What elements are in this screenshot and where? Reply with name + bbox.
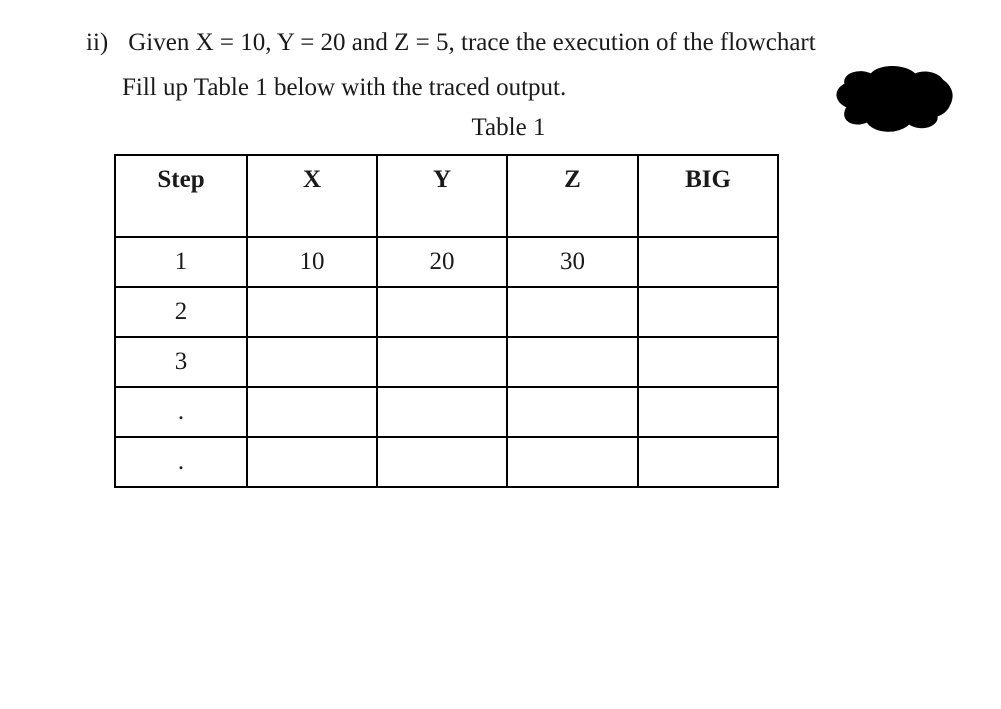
trace-table: Step X Y Z BIG 1 10 20 30 2 [114, 154, 779, 488]
col-header-big: BIG [638, 155, 778, 237]
question-text-1: Given X = 10, Y = 20 and Z = 5, trace th… [128, 29, 815, 56]
col-header-x: X [247, 155, 377, 237]
cell-x: 10 [247, 237, 377, 287]
col-header-step: Step [115, 155, 247, 237]
cell-z [507, 337, 638, 387]
col-header-z: Z [507, 155, 638, 237]
cell-z [507, 387, 638, 437]
cell-y [377, 437, 507, 487]
cell-z: 30 [507, 237, 638, 287]
cell-x [247, 337, 377, 387]
cell-big [638, 237, 778, 287]
question-line-2: Fill up Table 1 below with the traced ou… [86, 69, 931, 108]
cell-big [638, 437, 778, 487]
cell-y [377, 387, 507, 437]
table-row: 2 [115, 287, 778, 337]
cell-z [507, 437, 638, 487]
cell-step: . [115, 387, 247, 437]
question-line-1: ii) Given X = 10, Y = 20 and Z = 5, trac… [86, 24, 931, 63]
table-title: Table 1 [86, 114, 931, 142]
cell-x [247, 287, 377, 337]
cell-y [377, 287, 507, 337]
cell-step: 3 [115, 337, 247, 387]
table-header-row: Step X Y Z BIG [115, 155, 778, 237]
cell-x [247, 387, 377, 437]
table-row: 3 [115, 337, 778, 387]
cell-big [638, 287, 778, 337]
cell-step: 1 [115, 237, 247, 287]
cell-big [638, 337, 778, 387]
col-header-y: Y [377, 155, 507, 237]
table-row: 1 10 20 30 [115, 237, 778, 287]
hand-scribble-annotation [827, 62, 957, 147]
cell-step: 2 [115, 287, 247, 337]
cell-step: . [115, 437, 247, 487]
cell-y: 20 [377, 237, 507, 287]
cell-z [507, 287, 638, 337]
question-bullet: ii) [86, 24, 122, 63]
table-row: . [115, 387, 778, 437]
cell-x [247, 437, 377, 487]
cell-y [377, 337, 507, 387]
cell-big [638, 387, 778, 437]
table-row: . [115, 437, 778, 487]
